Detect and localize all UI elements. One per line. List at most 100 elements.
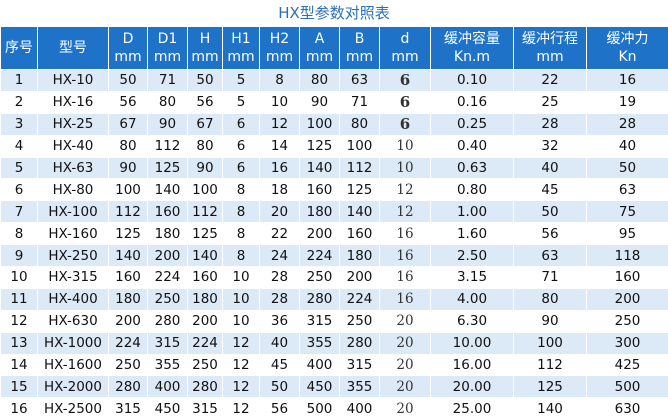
- table-cell: 6: [380, 113, 431, 135]
- table-cell: 160: [109, 267, 148, 289]
- table-cell: 22: [514, 70, 587, 92]
- table-cell: 16: [380, 288, 431, 310]
- header-unit: Kn: [587, 48, 668, 66]
- table-cell: 180: [188, 288, 223, 310]
- table-cell: 19: [587, 91, 668, 113]
- table-cell: 8: [223, 245, 260, 267]
- table-cell: 140: [340, 201, 380, 223]
- table-cell: HX-100: [38, 201, 109, 223]
- table-cell: 0.40: [431, 135, 514, 157]
- table-cell: 140: [514, 398, 587, 420]
- table-cell: 12: [1, 310, 38, 332]
- header-unit: mm: [109, 48, 147, 66]
- table-cell: 50: [109, 70, 148, 92]
- table-cell: 0.25: [431, 113, 514, 135]
- table-cell: 0.80: [431, 179, 514, 201]
- table-cell: 280: [109, 376, 148, 398]
- table-cell: 56: [260, 398, 300, 420]
- table-cell: 315: [300, 310, 340, 332]
- table-cell: 2: [1, 91, 38, 113]
- table-cell: 20: [380, 310, 431, 332]
- table-cell: 125: [109, 223, 148, 245]
- table-cell: 500: [300, 398, 340, 420]
- table-cell: HX-63: [38, 157, 109, 179]
- table-cell: 40: [587, 135, 668, 157]
- table-cell: 25: [514, 91, 587, 113]
- table-cell: 90: [300, 91, 340, 113]
- table-cell: 224: [109, 332, 148, 354]
- table-cell: 14: [260, 135, 300, 157]
- table-cell: 80: [340, 113, 380, 135]
- table-cell: 50: [260, 376, 300, 398]
- table-cell: 200: [340, 267, 380, 289]
- header-name: H: [188, 30, 222, 48]
- header-unit: mm: [340, 48, 379, 66]
- table-cell: 16: [587, 70, 668, 92]
- table-cell: 280: [300, 288, 340, 310]
- table-cell: 5: [223, 91, 260, 113]
- table-cell: HX-160: [38, 223, 109, 245]
- table-cell: 160: [340, 223, 380, 245]
- table-cell: 10: [223, 267, 260, 289]
- table-cell: 250: [109, 354, 148, 376]
- table-cell: 16: [380, 267, 431, 289]
- table-cell: 16: [380, 223, 431, 245]
- table-cell: 71: [514, 267, 587, 289]
- header-unit: mm: [260, 48, 299, 66]
- table-cell: 8: [260, 70, 300, 92]
- table-cell: 10.00: [431, 332, 514, 354]
- table-cell: 20: [380, 376, 431, 398]
- table-cell: 50: [587, 157, 668, 179]
- header-name: 序号: [1, 39, 37, 57]
- header-name: 缓冲行程: [514, 30, 586, 48]
- table-cell: 4: [1, 135, 38, 157]
- table-cell: 90: [109, 157, 148, 179]
- table-cell: 425: [587, 354, 668, 376]
- table-cell: HX-25: [38, 113, 109, 135]
- table-cell: 200: [148, 245, 188, 267]
- table-cell: 50: [514, 201, 587, 223]
- header-name: d: [380, 30, 430, 48]
- table-cell: 280: [148, 310, 188, 332]
- table-cell: 180: [340, 245, 380, 267]
- table-cell: 28: [514, 113, 587, 135]
- table-cell: 80: [188, 135, 223, 157]
- table-cell: 280: [340, 332, 380, 354]
- table-cell: HX-16: [38, 91, 109, 113]
- table-cell: 100: [109, 179, 148, 201]
- table-cell: 355: [300, 332, 340, 354]
- table-cell: 200: [188, 310, 223, 332]
- table-cell: 63: [587, 179, 668, 201]
- table-cell: 100: [514, 332, 587, 354]
- table-cell: 100: [188, 179, 223, 201]
- table-cell: 90: [188, 157, 223, 179]
- table-cell: 8: [1, 223, 38, 245]
- table-cell: 3: [1, 113, 38, 135]
- table-cell: 12: [223, 332, 260, 354]
- table-cell: 224: [188, 332, 223, 354]
- table-cell: HX-250: [38, 245, 109, 267]
- table-cell: 160: [587, 267, 668, 289]
- table-cell: 250: [587, 310, 668, 332]
- table-cell: 16.00: [431, 354, 514, 376]
- header-unit: mm: [148, 48, 187, 66]
- table-cell: 125: [300, 135, 340, 157]
- table-cell: 14: [1, 354, 38, 376]
- table-cell: 20: [260, 201, 300, 223]
- table-cell: 112: [188, 201, 223, 223]
- table-cell: 90: [514, 310, 587, 332]
- table-cell: 20: [380, 398, 431, 420]
- table-cell: 400: [300, 354, 340, 376]
- table-cell: 28: [260, 288, 300, 310]
- table-cell: 125: [340, 179, 380, 201]
- table-cell: 315: [340, 354, 380, 376]
